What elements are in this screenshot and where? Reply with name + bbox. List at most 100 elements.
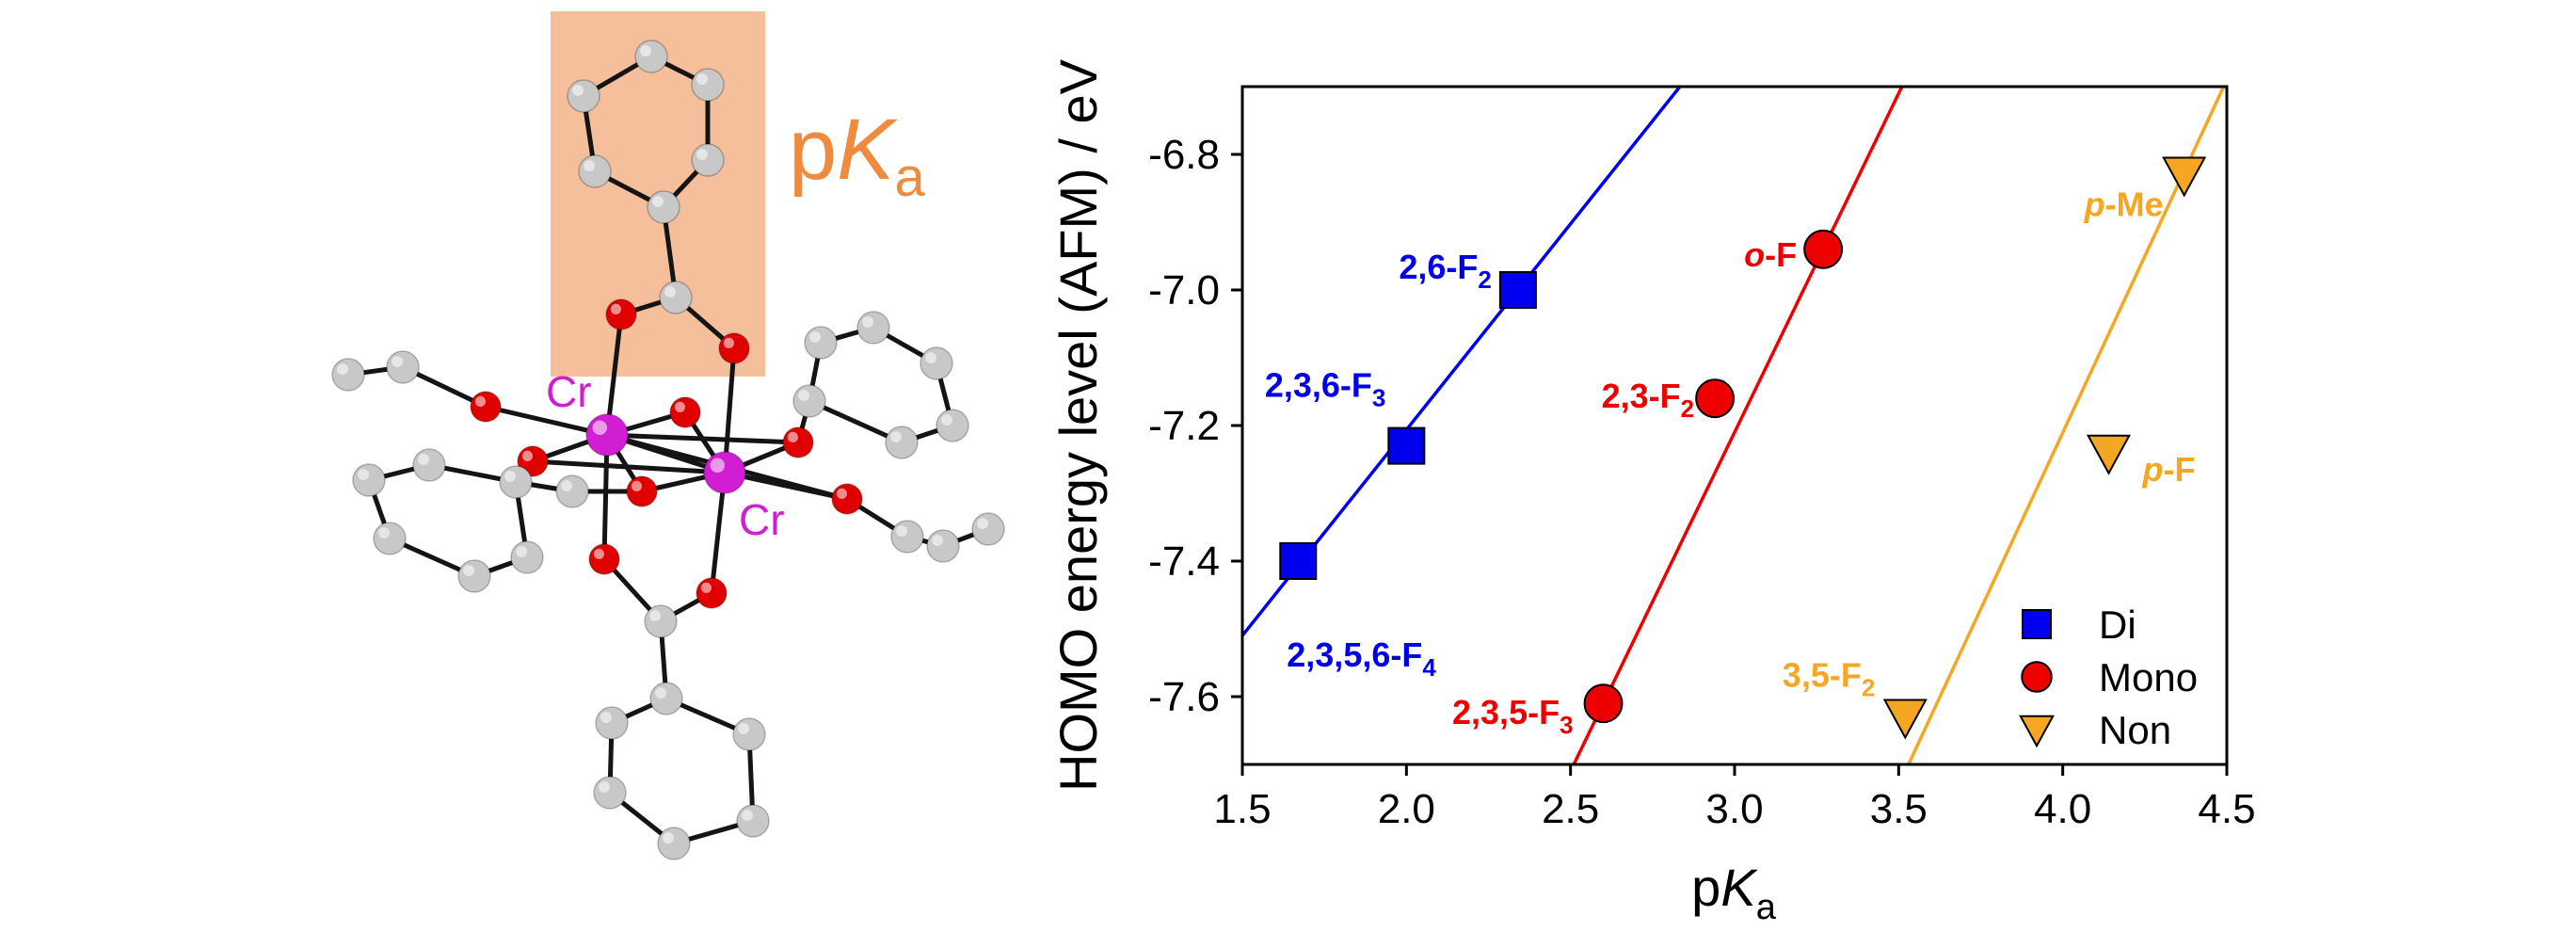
carbon-atom bbox=[510, 540, 544, 574]
point-label: 2,3,5,6-F4 bbox=[1287, 635, 1436, 682]
carbon-atom bbox=[555, 474, 589, 508]
legend-label: Di bbox=[2099, 603, 2136, 647]
molecule-illustration: pKa Cr Cr bbox=[331, 11, 1005, 860]
oxygen-atom bbox=[782, 426, 814, 458]
point-label: o-F bbox=[1744, 235, 1797, 274]
data-point-triangle bbox=[1882, 699, 1928, 740]
carbon-atom bbox=[595, 706, 629, 740]
carbon-atom bbox=[691, 143, 725, 177]
chart: 1.5 2.0 2.5 3.0 3.5 4.0 4.5 -7.6 -7.4 -7.2 -7.0 -6… bbox=[1048, 58, 2256, 927]
point-labels: 2,3,5,6-F4 2,3,6-F3 2,6-F2 2,3,5-F3 2,3-F2 o-… bbox=[1265, 185, 2196, 740]
carbon-atom bbox=[567, 79, 600, 113]
carbon-atom bbox=[856, 311, 890, 345]
y-tick-label: -7.2 bbox=[1148, 403, 1220, 449]
carbon-atom bbox=[412, 448, 446, 482]
carbon-atom bbox=[593, 776, 627, 810]
carbon-atom bbox=[634, 40, 668, 73]
y-tick-label: -6.8 bbox=[1148, 132, 1220, 178]
oxygen-atom bbox=[588, 543, 620, 575]
data-point-square bbox=[1498, 271, 1537, 309]
oxygen-atom bbox=[626, 475, 658, 507]
x-axis: 1.5 2.0 2.5 3.0 3.5 4.0 4.5 bbox=[1213, 764, 2256, 832]
legend-label: Mono bbox=[2099, 655, 2198, 699]
x-tick-label: 3.5 bbox=[1870, 786, 1928, 832]
carbon-atom bbox=[971, 512, 1005, 546]
x-axis-title: pKa bbox=[1691, 858, 1777, 927]
x-tick-label: 4.0 bbox=[2034, 786, 2091, 832]
y-tick-label: -7.6 bbox=[1148, 674, 1220, 720]
oxygen-atom bbox=[605, 298, 637, 330]
y-tick-label: -7.0 bbox=[1148, 267, 1220, 313]
bond bbox=[722, 345, 737, 475]
carbon-atom bbox=[691, 68, 725, 102]
bond bbox=[530, 458, 728, 475]
carbon-atom bbox=[457, 559, 491, 593]
legend: Di Mono Non bbox=[2019, 603, 2198, 752]
oxygen-atom bbox=[718, 332, 750, 364]
carbon-atom bbox=[659, 281, 693, 314]
legend-label: Non bbox=[2099, 708, 2171, 752]
bond bbox=[601, 432, 610, 562]
data-point-circle bbox=[1583, 683, 1624, 724]
data-point-square bbox=[1279, 542, 1318, 580]
fit-line bbox=[1907, 87, 2226, 764]
bond bbox=[807, 398, 904, 445]
carbon-atom bbox=[736, 804, 770, 838]
carbon-atom bbox=[804, 326, 838, 360]
carbon-atom bbox=[578, 154, 612, 188]
carbon-atom bbox=[331, 358, 365, 392]
carbon-atom bbox=[926, 529, 960, 563]
carbon-atom bbox=[386, 350, 420, 384]
point-label: 2,3,5-F3 bbox=[1452, 693, 1574, 739]
carbon-atom bbox=[644, 604, 678, 638]
point-label: 2,3,6-F3 bbox=[1265, 366, 1386, 412]
carbon-atom bbox=[657, 827, 691, 860]
pka-highlight-label: pKa bbox=[789, 102, 926, 208]
y-axis-title: HOMO energy level (AFM) / eV bbox=[1048, 58, 1108, 792]
point-label: p-Me bbox=[2084, 185, 2164, 224]
chromium-atom bbox=[585, 413, 629, 457]
carbon-atom bbox=[732, 717, 766, 751]
y-tick-label: -7.4 bbox=[1148, 538, 1220, 585]
carbon-atom bbox=[885, 426, 919, 459]
carbon-atom bbox=[373, 522, 407, 555]
x-tick-label: 2.5 bbox=[1542, 786, 1599, 832]
carbon-atom bbox=[499, 465, 533, 499]
carbon-atom bbox=[647, 190, 680, 224]
bond bbox=[483, 404, 610, 438]
oxygen-atom bbox=[831, 483, 863, 515]
oxygen-atom bbox=[696, 577, 728, 609]
legend-marker bbox=[2022, 609, 2052, 639]
legend-marker bbox=[2021, 661, 2053, 693]
carbon-atom bbox=[920, 346, 953, 380]
data-markers bbox=[1279, 156, 2207, 740]
carbon-atom bbox=[890, 520, 924, 554]
chromium-label-2: Cr bbox=[739, 495, 785, 544]
carbon-atom bbox=[649, 682, 683, 715]
x-tick-label: 4.5 bbox=[2198, 786, 2255, 832]
x-tick-label: 1.5 bbox=[1213, 786, 1271, 832]
molecule-atoms bbox=[331, 40, 1005, 860]
chromium-label-1: Cr bbox=[546, 367, 592, 416]
data-point-circle bbox=[1803, 229, 1844, 269]
oxygen-atom bbox=[470, 391, 502, 423]
legend-marker bbox=[2019, 715, 2055, 748]
x-tick-label: 3.0 bbox=[1705, 786, 1763, 832]
fit-line bbox=[1572, 87, 1904, 764]
data-point-triangle bbox=[2086, 434, 2132, 475]
x-tick-label: 2.0 bbox=[1378, 786, 1435, 832]
point-label: p-F bbox=[2141, 450, 2195, 489]
data-point-square bbox=[1387, 426, 1426, 465]
point-label: 2,3-F2 bbox=[1602, 377, 1695, 423]
point-label: 3,5-F2 bbox=[1783, 656, 1876, 702]
chromium-atom bbox=[703, 451, 746, 494]
data-point-circle bbox=[1695, 378, 1736, 419]
carbon-atom bbox=[936, 409, 969, 442]
data-point-triangle bbox=[2162, 156, 2207, 198]
carbon-atom bbox=[792, 384, 826, 418]
oxygen-atom bbox=[517, 445, 549, 477]
carbon-atom bbox=[352, 463, 386, 497]
point-label: 2,6-F2 bbox=[1399, 248, 1492, 294]
y-axis: -7.6 -7.4 -7.2 -7.0 -6.8 bbox=[1148, 132, 1242, 720]
